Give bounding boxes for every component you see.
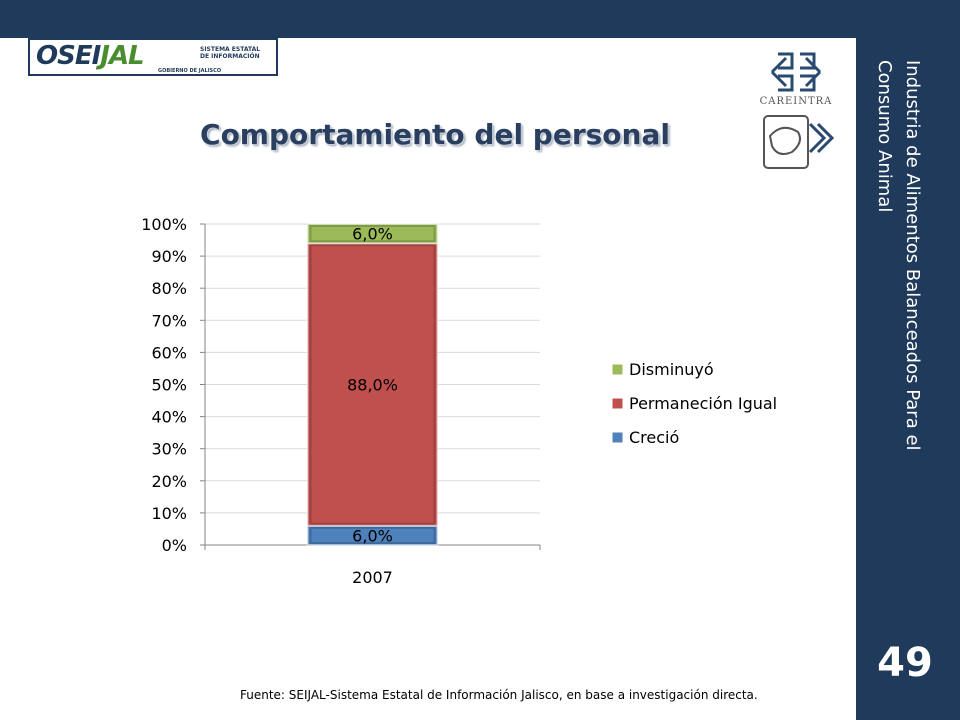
seijal-logo: OSEIJAL SISTEMA ESTATAL DE INFORMACIÓN G… — [28, 38, 278, 76]
legend-label: Disminuyó — [629, 360, 714, 379]
bar-segment — [306, 223, 439, 245]
y-tick-label: 100% — [141, 215, 187, 234]
y-tick-label: 80% — [151, 279, 187, 298]
legend-label: Permaneción Igual — [629, 394, 777, 413]
source-note: Fuente: SEIJAL-Sistema Estatal de Inform… — [240, 688, 758, 702]
bar-segment-bevel — [309, 244, 436, 525]
top-bar — [0, 0, 960, 38]
seijal-logo-wordmark: OSEIJAL — [36, 41, 145, 71]
bar-segment-bevel — [309, 225, 436, 243]
bar-segment-bevel — [309, 526, 436, 544]
page-number: 49 — [877, 640, 933, 686]
stacked-bar-chart: 0% 10% 20% 30% 40% 50% 60% 70% 80% 90% 100% 6,0% 88,… — [141, 215, 777, 587]
logo-subtitle-line1: SISTEMA ESTATAL — [200, 46, 261, 53]
side-panel — [856, 38, 960, 720]
data-label: 88,0% — [347, 376, 398, 395]
careintra-label: CAREINTRA — [760, 96, 833, 107]
legend-label: Creció — [629, 428, 679, 447]
logo-word-accent: JAL — [100, 41, 144, 71]
logo-word-main: OSEI — [36, 41, 101, 71]
y-tick-label: 40% — [151, 408, 187, 427]
y-tick-label: 0% — [162, 536, 187, 555]
y-tick-label: 30% — [151, 440, 187, 459]
careintra-logo: CAREINTRA — [760, 52, 835, 169]
y-tick-label: 10% — [151, 504, 187, 523]
logo-subtitle-line2: DE INFORMACIÓN — [200, 53, 260, 60]
animal-emblem-icon — [763, 115, 835, 169]
careintra-emblem-icon — [770, 52, 822, 92]
x-tick-label: 2007 — [352, 568, 393, 587]
y-tick-label: 20% — [151, 472, 187, 491]
y-tick-label: 60% — [151, 343, 187, 362]
data-label: 6,0% — [352, 526, 393, 545]
legend-swatch — [611, 363, 624, 376]
sidebar-title: Industria de Alimentos Balanceados Para … — [874, 60, 923, 451]
y-tick-label: 50% — [151, 376, 187, 395]
bar-segment — [306, 242, 439, 527]
y-tick-label: 70% — [151, 311, 187, 330]
logo-government: GOBIERNO DE JALISCO — [158, 68, 222, 74]
slide-title: Comportamiento del personal — [200, 118, 670, 151]
legend-swatch — [611, 431, 624, 444]
logo-subtitle: SISTEMA ESTATAL DE INFORMACIÓN — [200, 46, 260, 60]
y-tick-label: 90% — [151, 247, 187, 266]
legend-swatch — [611, 397, 624, 410]
data-label: 6,0% — [352, 225, 393, 244]
